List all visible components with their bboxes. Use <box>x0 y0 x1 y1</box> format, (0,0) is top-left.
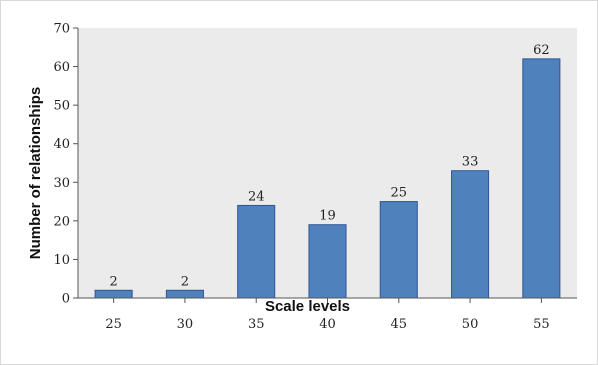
y-tick-label: 50 <box>53 99 70 114</box>
y-tick-label: 40 <box>53 137 70 152</box>
x-tick-label: 50 <box>462 317 479 332</box>
bar-40 <box>308 224 347 299</box>
bar-data-label: 2 <box>181 274 189 289</box>
bar-35 <box>237 204 276 299</box>
y-axis-ticks: 0 10 20 30 40 50 60 70 <box>53 22 78 307</box>
bar-data-labels: 2 2 24 19 25 33 62 <box>110 43 550 289</box>
y-tick-label: 0 <box>62 292 70 307</box>
y-tick-label: 60 <box>53 60 70 75</box>
bar-data-label: 19 <box>319 209 336 224</box>
x-tick-label: 35 <box>248 317 265 332</box>
y-tick-label: 30 <box>53 176 70 191</box>
bar-data-label: 62 <box>533 43 550 58</box>
bar-data-label: 33 <box>462 155 479 170</box>
x-tick-label: 40 <box>319 317 336 332</box>
y-tick-label: 20 <box>53 214 70 229</box>
y-tick-label: 70 <box>53 22 70 37</box>
x-tick-label: 30 <box>177 317 194 332</box>
bar-data-label: 24 <box>248 189 265 204</box>
x-tick-label: 55 <box>533 317 550 332</box>
x-tick-label: 25 <box>105 317 122 332</box>
y-axis-title: Number of relationships <box>27 87 44 260</box>
y-tick-label: 10 <box>53 253 70 268</box>
bar-50 <box>451 170 490 299</box>
bar-30 <box>165 289 204 299</box>
bar-25 <box>94 289 133 299</box>
bar-data-label: 25 <box>391 186 408 201</box>
bar-45 <box>379 201 418 299</box>
x-axis-title: Scale levels <box>265 298 350 315</box>
x-tick-label: 45 <box>391 317 408 332</box>
bar-data-label: 2 <box>110 274 118 289</box>
bar-55 <box>522 58 561 299</box>
x-axis-ticks: 25 30 35 40 45 50 55 <box>105 298 550 332</box>
